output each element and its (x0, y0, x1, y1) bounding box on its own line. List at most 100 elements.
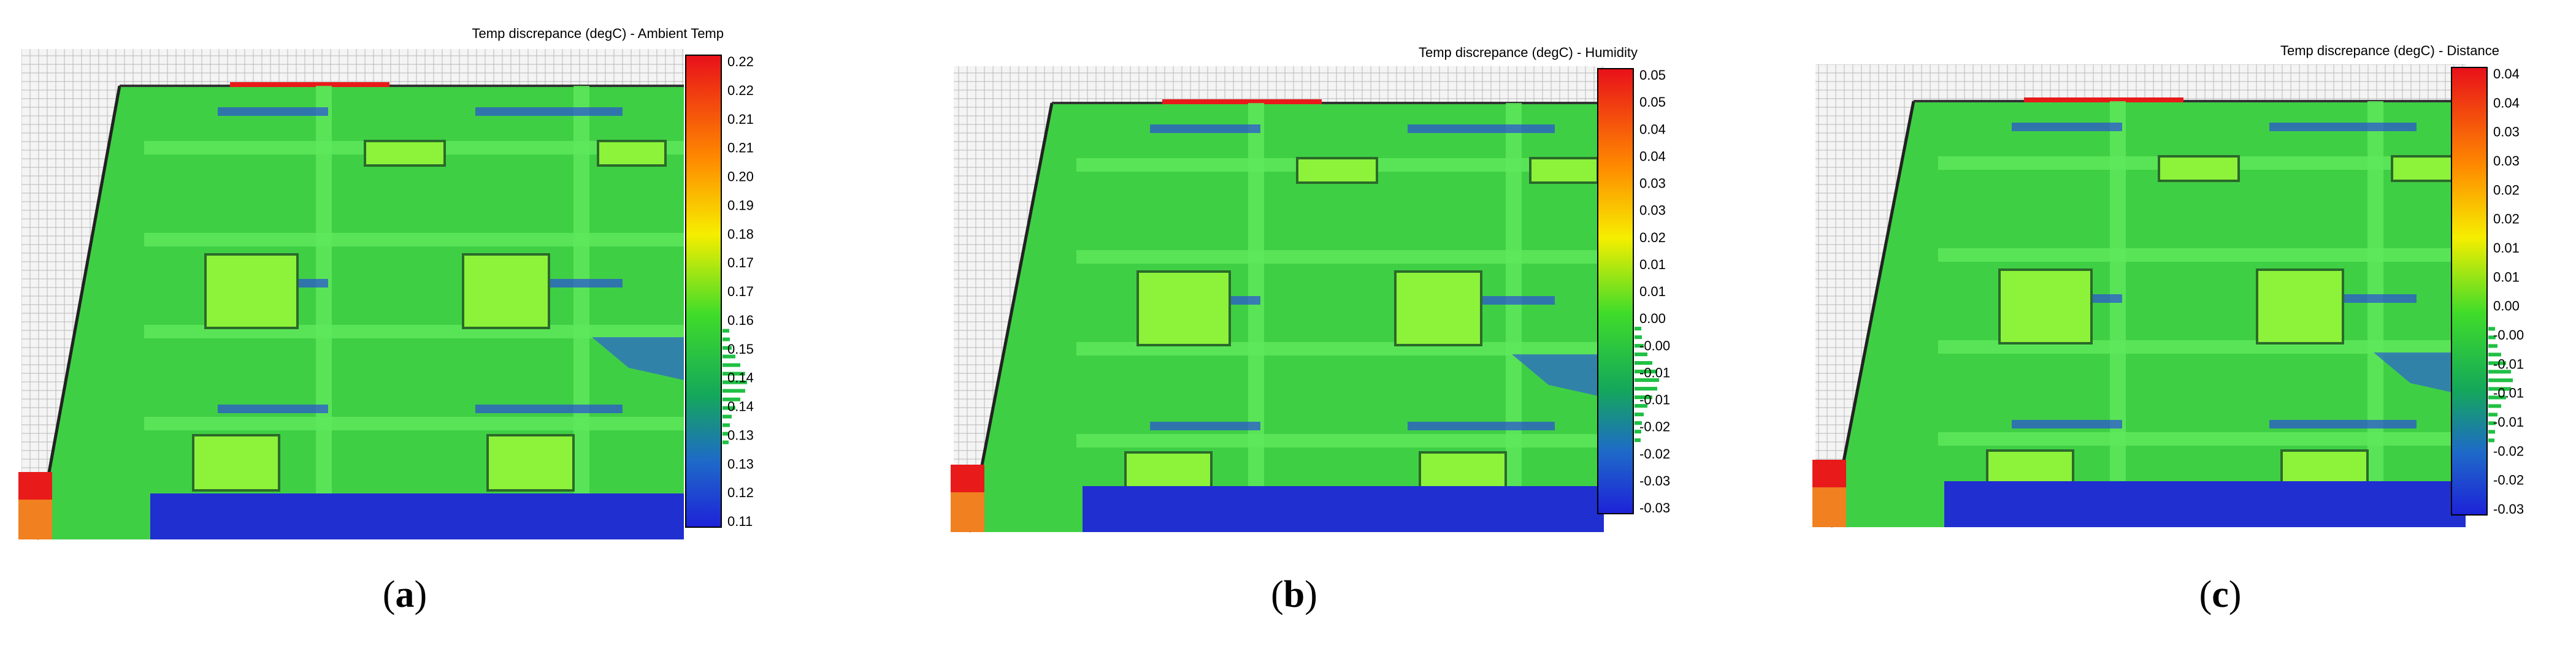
colorbar-tick-label: 0.17 (727, 255, 754, 270)
colorbar-tick-label: -0.02 (2493, 443, 2524, 459)
colorbar-tick-label: 0.03 (2493, 124, 2520, 140)
shadow-strip (1150, 124, 1260, 133)
panel-b: 0.05 0.05 0.04 0.04 0.03 0.03 0.02 0.01 0.01 0.00… (877, 0, 1736, 651)
colorbar-tick-label: -0.02 (2493, 473, 2524, 488)
shadow-strip (2269, 123, 2417, 131)
colorbar-tick-label: 0.00 (2493, 299, 2520, 314)
window (462, 253, 550, 329)
colorbar-tick-label: -0.01 (1639, 392, 1670, 408)
colorbar-tick-label: 0.21 (727, 140, 754, 156)
colorbar-tick-label: 0.22 (727, 54, 754, 69)
shadow-strip (475, 107, 623, 116)
colorbar-histogram-bar (2488, 395, 2506, 400)
colorbar-histogram-bar (2488, 387, 2511, 391)
ledge (2374, 352, 2466, 395)
background-noise-top (21, 49, 684, 86)
colorbar-tick-label: 0.17 (727, 284, 754, 299)
thermal-panel-b: 0.05 0.05 0.04 0.04 0.03 0.03 0.02 0.01 0.01 0.00… (951, 45, 1670, 533)
thermal-panel-c: 0.04 0.04 0.03 0.03 0.02 0.02 0.01 0.01 0.00 -0.0… (1812, 43, 2524, 528)
colorbar-histogram-bar (723, 329, 729, 333)
colorbar-histogram-bar (1635, 421, 1642, 425)
window (2158, 155, 2240, 182)
frame-horizontal (144, 417, 684, 430)
colorbar-histogram-bar (1635, 430, 1641, 434)
colorbar-histogram-bar (2488, 438, 2494, 443)
frame-vertical (2367, 101, 2383, 527)
colorbar-histogram-bar (1635, 387, 1657, 391)
colorbar-tick-label: 0.20 (727, 169, 754, 185)
colorbar-title: Temp discrepance (degC) - Distance (2280, 43, 2499, 58)
colorbar-tick-label: 0.18 (727, 226, 754, 242)
frame-horizontal (144, 233, 684, 246)
warm-spot (18, 500, 52, 539)
colorbar (1597, 68, 1634, 514)
colorbar-tick-label: 0.01 (1639, 257, 1666, 272)
frame-horizontal (1938, 248, 2466, 262)
background-noise-top (954, 66, 1604, 103)
colorbar-tick-label: 0.02 (1639, 230, 1666, 245)
hot-spot (951, 465, 984, 492)
colorbar-histogram-bar (2488, 327, 2495, 331)
bottom-cold-region (150, 493, 684, 539)
frame-vertical (573, 86, 589, 539)
hot-spot (18, 472, 52, 500)
panel-c: 0.04 0.04 0.03 0.03 0.02 0.02 0.01 0.01 0.00 -0.0… (1754, 0, 2576, 651)
shadow-strip (1408, 422, 1555, 430)
colorbar-tick-label: -0.03 (2493, 501, 2524, 517)
caption-letter-a: a (395, 574, 415, 615)
window (192, 434, 280, 492)
background-noise-top (1815, 64, 2466, 101)
colorbar-histogram-bar (2488, 370, 2511, 374)
warm-spot (951, 492, 984, 532)
colorbar-histogram-bar (2488, 352, 2501, 357)
shadow-strip (475, 405, 623, 413)
bottom-cold-region (1083, 486, 1604, 532)
colorbar-histogram-bar (2488, 344, 2497, 348)
hot-spot (1812, 460, 1846, 487)
shadow-strip (218, 107, 328, 116)
colorbar-title: Temp discrepance (degC) - Ambient Temp (472, 26, 724, 41)
colorbar-histogram-bar (723, 371, 745, 376)
colorbar-histogram-bar (1635, 352, 1647, 357)
top-hot-strip (2024, 97, 2183, 102)
colorbar-tick-label: 0.04 (1639, 148, 1666, 164)
shadow-strip (1408, 124, 1555, 133)
top-hot-strip (230, 82, 389, 87)
colorbar-tick-label: 0.14 (727, 370, 754, 386)
warm-spot (1812, 487, 1846, 527)
frame-vertical (2110, 101, 2126, 527)
colorbar-histogram-bar (1635, 361, 1652, 365)
colorbar-tick-label: 0.16 (727, 313, 754, 328)
colorbar-histogram-bar (1635, 378, 1659, 383)
colorbar-tick-label: -0.03 (1639, 473, 1670, 489)
colorbar-tick-label: -0.00 (2493, 327, 2524, 343)
colorbar-histogram-bar (1635, 404, 1647, 408)
colorbar-tick-label: 0.00 (1639, 311, 1666, 326)
colorbar-tick-label: -0.01 (2493, 386, 2524, 401)
caption-letter-b: b (1283, 574, 1305, 615)
colorbar-tick-label: 0.04 (2493, 66, 2520, 82)
colorbar (2451, 67, 2488, 516)
colorbar-tick-label: 0.13 (727, 456, 754, 471)
colorbar-histogram-bar (723, 389, 745, 393)
colorbar-histogram-bar (1635, 344, 1644, 348)
colorbar-histogram-bar (723, 337, 730, 341)
facade-edge (35, 85, 121, 540)
colorbar-tick-label: 0.01 (1639, 284, 1666, 299)
frame-horizontal (1938, 432, 2466, 446)
ledge (592, 337, 684, 380)
colorbar-histogram-bar (2488, 421, 2496, 425)
colorbar-histogram-bar (723, 414, 732, 419)
colorbar-histogram-bar (723, 440, 729, 444)
colorbar-tick-label: 0.13 (727, 427, 754, 443)
colorbar-tick-label: 0.02 (2493, 211, 2520, 227)
colorbar-histogram-bar (1635, 370, 1657, 374)
colorbar-histogram-bar (723, 406, 735, 410)
window (1296, 157, 1378, 184)
colorbar-title: Temp discrepance (degC) - Humidity (1419, 45, 1638, 60)
colorbar (685, 55, 722, 528)
colorbar-histogram-bar (1635, 335, 1642, 340)
colorbar-histogram-bar (2488, 335, 2496, 340)
caption-letter-c: c (2212, 574, 2229, 615)
colorbar-histogram-bar (1635, 413, 1644, 417)
